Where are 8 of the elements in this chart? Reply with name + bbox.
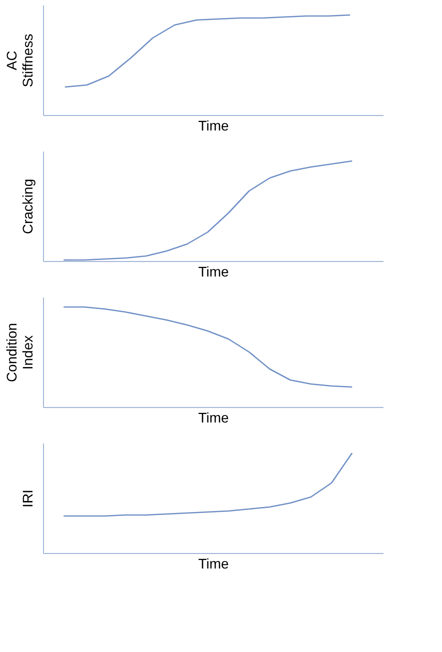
x-axis-title: Time (198, 264, 230, 280)
y-axis-title: AC Stiffness (4, 34, 36, 88)
y-axis-title: Condition Index (4, 322, 36, 382)
y-axis-title: IRI (20, 490, 36, 508)
x-axis-title: Time (198, 556, 230, 572)
y-axis-title: Cracking (20, 178, 36, 234)
x-axis-title: Time (198, 118, 230, 134)
x-axis-title: Time (198, 410, 230, 426)
